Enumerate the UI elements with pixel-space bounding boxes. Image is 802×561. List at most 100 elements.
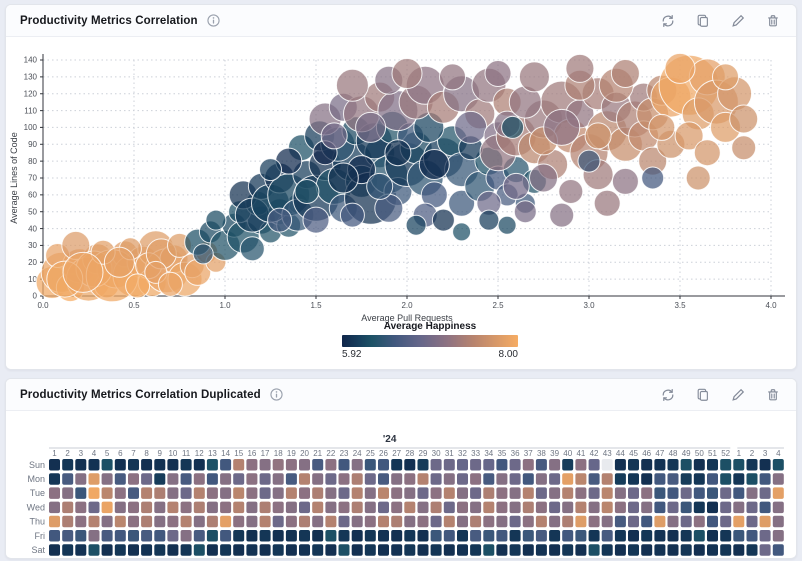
heatmap-cell[interactable]: [378, 473, 389, 485]
heatmap-cell[interactable]: [720, 544, 732, 556]
heatmap-cell[interactable]: [325, 530, 337, 542]
heatmap-cell[interactable]: [88, 459, 100, 471]
heatmap-cell[interactable]: [601, 530, 613, 542]
duplicate-icon[interactable]: [694, 12, 712, 30]
heatmap-cell[interactable]: [364, 515, 376, 528]
heatmap-cell[interactable]: [430, 501, 442, 514]
heatmap-cell[interactable]: [628, 501, 639, 514]
heatmap-cell[interactable]: [285, 544, 297, 556]
heatmap-cell[interactable]: [693, 487, 705, 499]
heatmap-cell[interactable]: [759, 473, 771, 485]
heatmap-cell[interactable]: [128, 530, 139, 542]
heatmap-cell[interactable]: [391, 487, 403, 499]
heatmap-cell[interactable]: [180, 487, 192, 499]
heatmap-cell[interactable]: [509, 501, 521, 514]
heatmap-cell[interactable]: [417, 530, 429, 542]
heatmap-cell[interactable]: [167, 473, 179, 485]
heatmap-cell[interactable]: [338, 473, 350, 485]
heatmap-cell[interactable]: [272, 487, 284, 499]
heatmap-cell[interactable]: [180, 459, 192, 471]
heatmap-cell[interactable]: [575, 459, 587, 471]
heatmap-cell[interactable]: [588, 487, 600, 499]
heatmap-cell[interactable]: [299, 473, 310, 485]
bubble[interactable]: [577, 149, 601, 173]
heatmap-cell[interactable]: [614, 459, 626, 471]
heatmap-cell[interactable]: [772, 487, 784, 499]
bubble[interactable]: [405, 214, 427, 236]
heatmap-cell[interactable]: [693, 459, 705, 471]
heatmap-cell[interactable]: [628, 473, 639, 485]
bubble[interactable]: [452, 222, 472, 242]
heatmap-cell[interactable]: [62, 487, 74, 499]
heatmap-cell[interactable]: [404, 487, 416, 499]
heatmap-cell[interactable]: [772, 544, 784, 556]
heatmap-cell[interactable]: [443, 515, 455, 528]
heatmap-cell[interactable]: [667, 487, 679, 499]
heatmap-cell[interactable]: [351, 544, 363, 556]
heatmap-cell[interactable]: [312, 530, 324, 542]
heatmap-cell[interactable]: [325, 544, 337, 556]
heatmap-cell[interactable]: [667, 459, 679, 471]
heatmap-cell[interactable]: [772, 530, 784, 542]
heatmap-cell[interactable]: [707, 544, 718, 556]
heatmap-cell[interactable]: [193, 501, 205, 514]
heatmap-cell[interactable]: [193, 515, 205, 528]
bubble[interactable]: [518, 61, 550, 93]
heatmap-cell[interactable]: [180, 530, 192, 542]
bubble[interactable]: [693, 139, 721, 167]
heatmap-cell[interactable]: [470, 515, 482, 528]
heatmap-cell[interactable]: [378, 487, 389, 499]
heatmap-cell[interactable]: [522, 544, 534, 556]
heatmap-cell[interactable]: [141, 515, 153, 528]
heatmap-cell[interactable]: [49, 487, 60, 499]
heatmap-cell[interactable]: [404, 501, 416, 514]
heatmap-cell[interactable]: [641, 515, 653, 528]
heatmap-cell[interactable]: [496, 459, 508, 471]
heatmap-cell[interactable]: [588, 473, 600, 485]
heatmap-cell[interactable]: [430, 544, 442, 556]
heatmap-cell[interactable]: [562, 544, 574, 556]
heatmap-cell[interactable]: [680, 501, 692, 514]
heatmap-cell[interactable]: [720, 501, 732, 514]
heatmap-cell[interactable]: [720, 530, 732, 542]
heatmap-cell[interactable]: [641, 530, 653, 542]
bubble[interactable]: [335, 68, 369, 102]
heatmap-cell[interactable]: [680, 530, 692, 542]
heatmap-cell[interactable]: [535, 530, 547, 542]
heatmap-cell[interactable]: [746, 473, 758, 485]
heatmap-cell[interactable]: [707, 473, 718, 485]
heatmap-cell[interactable]: [272, 501, 284, 514]
heatmap-cell[interactable]: [351, 487, 363, 499]
heatmap-cell[interactable]: [549, 544, 561, 556]
bubble[interactable]: [302, 206, 330, 234]
heatmap-cell[interactable]: [325, 515, 337, 528]
heatmap-cell[interactable]: [88, 544, 100, 556]
heatmap-cell[interactable]: [62, 515, 74, 528]
heatmap-cell[interactable]: [417, 544, 429, 556]
heatmap-chart-area[interactable]: '24 1 2 3 4 5 6 7 8 9 10 11 12 13 14 15 16 17 18 19 20 21 22 23…: [6, 411, 796, 557]
duplicate-icon[interactable]: [694, 386, 712, 404]
heatmap-cell[interactable]: [535, 459, 547, 471]
heatmap-cell[interactable]: [101, 487, 113, 499]
heatmap-cell[interactable]: [75, 501, 87, 514]
heatmap-cell[interactable]: [233, 459, 245, 471]
heatmap-cell[interactable]: [62, 501, 74, 514]
heatmap-cell[interactable]: [351, 473, 363, 485]
heatmap-cell[interactable]: [601, 459, 613, 471]
heatmap-cell[interactable]: [141, 544, 153, 556]
bubble[interactable]: [384, 139, 412, 167]
heatmap-cell[interactable]: [180, 544, 192, 556]
heatmap-cell[interactable]: [259, 501, 271, 514]
heatmap-cell[interactable]: [114, 530, 126, 542]
heatmap-cell[interactable]: [62, 544, 74, 556]
heatmap-cell[interactable]: [259, 459, 271, 471]
heatmap-cell[interactable]: [522, 501, 534, 514]
heatmap-cell[interactable]: [470, 501, 482, 514]
delete-icon[interactable]: [764, 12, 782, 30]
heatmap-cell[interactable]: [457, 501, 468, 514]
heatmap-cell[interactable]: [88, 501, 100, 514]
heatmap-cell[interactable]: [338, 501, 350, 514]
bubble[interactable]: [565, 53, 595, 83]
heatmap-cell[interactable]: [562, 515, 574, 528]
heatmap-cell[interactable]: [391, 501, 403, 514]
